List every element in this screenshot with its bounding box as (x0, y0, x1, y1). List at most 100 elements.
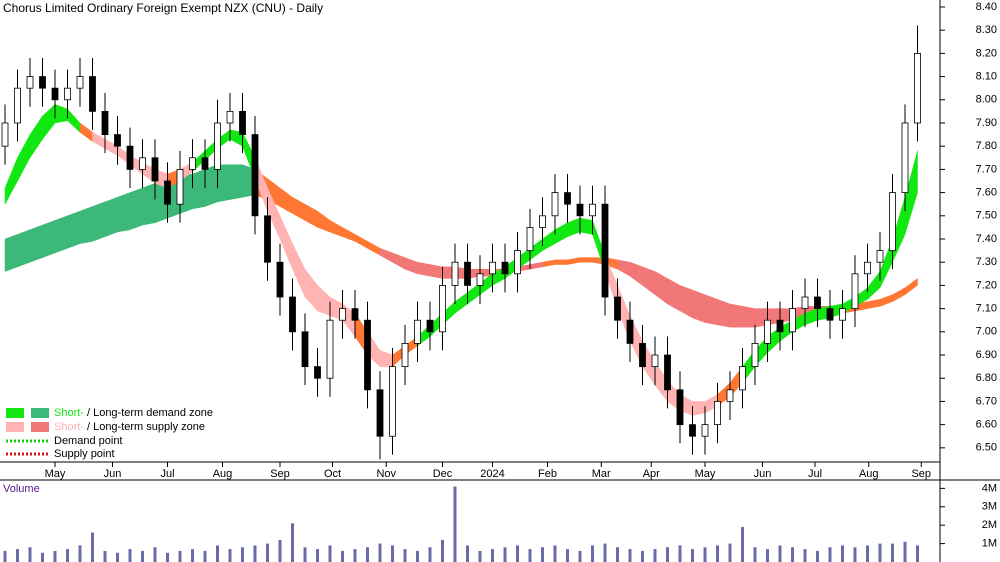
volume-bar (78, 545, 82, 562)
volume-tick-label: 3M (982, 501, 997, 513)
legend-swatch (6, 408, 24, 418)
zone-segment (117, 192, 131, 233)
volume-bar (866, 545, 869, 562)
candle-body (514, 250, 521, 275)
y-tick-label: 7.50 (976, 210, 997, 222)
x-tick-label: 2024 (480, 468, 504, 480)
y-tick-label: 6.80 (976, 372, 997, 384)
volume-bar (403, 549, 407, 562)
candle-body (739, 366, 746, 391)
volume-bar (916, 545, 919, 562)
zone-segment (554, 259, 568, 265)
volume-bar (366, 547, 369, 562)
zone-segment (79, 206, 93, 244)
volume-bar (241, 547, 244, 562)
candle-body (239, 110, 246, 135)
candle-body (464, 261, 471, 286)
x-tick-label: Sep (911, 468, 931, 480)
volume-bar (3, 550, 7, 562)
volume-bar (28, 547, 32, 562)
candle-body (201, 157, 209, 170)
volume-bar (653, 549, 657, 562)
candle-body (301, 331, 309, 368)
volume-bar (266, 543, 269, 562)
x-tick-label: Jul (808, 468, 822, 480)
volume-tick-label: 4M (982, 482, 997, 494)
y-tick-label: 7.20 (976, 279, 997, 291)
zone-segment (729, 303, 743, 328)
candle-body (414, 319, 421, 344)
zone-segment (67, 210, 81, 249)
candle-body (139, 157, 146, 170)
volume-bar (16, 549, 19, 562)
candle-body (714, 401, 721, 426)
candle-body (789, 308, 796, 333)
legend-short: Short- (54, 421, 84, 433)
zone-segment (579, 257, 593, 263)
candle-body (64, 87, 71, 101)
candle-body (426, 319, 434, 333)
x-tick-label: May (45, 468, 66, 480)
candle-body (39, 76, 46, 89)
legend-swatch (31, 408, 49, 418)
volume-bar (628, 549, 632, 562)
candle-body (651, 354, 659, 368)
zone-segment (904, 277, 918, 296)
candle-body (226, 110, 234, 124)
volume-bar (428, 547, 432, 562)
candle-body (339, 308, 346, 321)
volume-bar (491, 549, 494, 562)
candle-body (614, 296, 621, 321)
candle-body (914, 52, 921, 124)
volume-bar (128, 549, 132, 562)
x-tick-label: Jun (104, 468, 122, 480)
zone-segment (429, 264, 443, 279)
candle-body (314, 366, 321, 379)
candle-body (164, 180, 171, 205)
volume-bar (116, 552, 119, 562)
volume-bar (53, 550, 57, 562)
zone-segment (92, 201, 106, 242)
legend-label: Short- / Long-term demand zone (54, 407, 213, 419)
candle-body (51, 87, 59, 101)
volume-bar (853, 547, 857, 562)
x-tick-label: Oct (324, 468, 341, 480)
volume-tick-label: 1M (982, 537, 997, 549)
zone-segment (417, 261, 431, 277)
candle-body (14, 87, 21, 124)
x-tick-label: Feb (538, 468, 557, 480)
volume-title: Volume (3, 483, 40, 495)
volume-bar (328, 545, 332, 562)
candle-body (776, 319, 784, 333)
x-tick-label: Dec (433, 468, 453, 480)
volume-bar (591, 545, 594, 562)
candle-body (451, 261, 459, 286)
x-tick-label: Sep (270, 468, 290, 480)
volume-bar (553, 545, 557, 562)
volume-bar (103, 550, 107, 562)
zone-segment (742, 305, 756, 328)
candle-body (901, 122, 909, 193)
candle-body (439, 285, 446, 333)
y-tick-label: 7.30 (976, 256, 997, 268)
candle-body (1, 122, 9, 147)
volume-bar (878, 543, 882, 562)
zone-segment (42, 220, 56, 258)
y-tick-label: 8.10 (976, 70, 997, 82)
candle-body (564, 192, 571, 205)
candle-body (851, 273, 859, 310)
candle-body (839, 308, 846, 321)
volume-bar (541, 547, 544, 562)
volume-bar (603, 543, 607, 562)
zone-segment (17, 229, 31, 268)
volume-bar (791, 547, 794, 562)
y-tick-label: 8.00 (976, 94, 997, 106)
y-tick-label: 6.60 (976, 419, 997, 431)
zone-segment (104, 196, 118, 238)
candle-body (26, 76, 34, 89)
volume-bar (378, 543, 382, 562)
volume-bar (891, 543, 894, 562)
volume-bar (141, 550, 144, 562)
y-tick-label: 7.90 (976, 117, 997, 129)
